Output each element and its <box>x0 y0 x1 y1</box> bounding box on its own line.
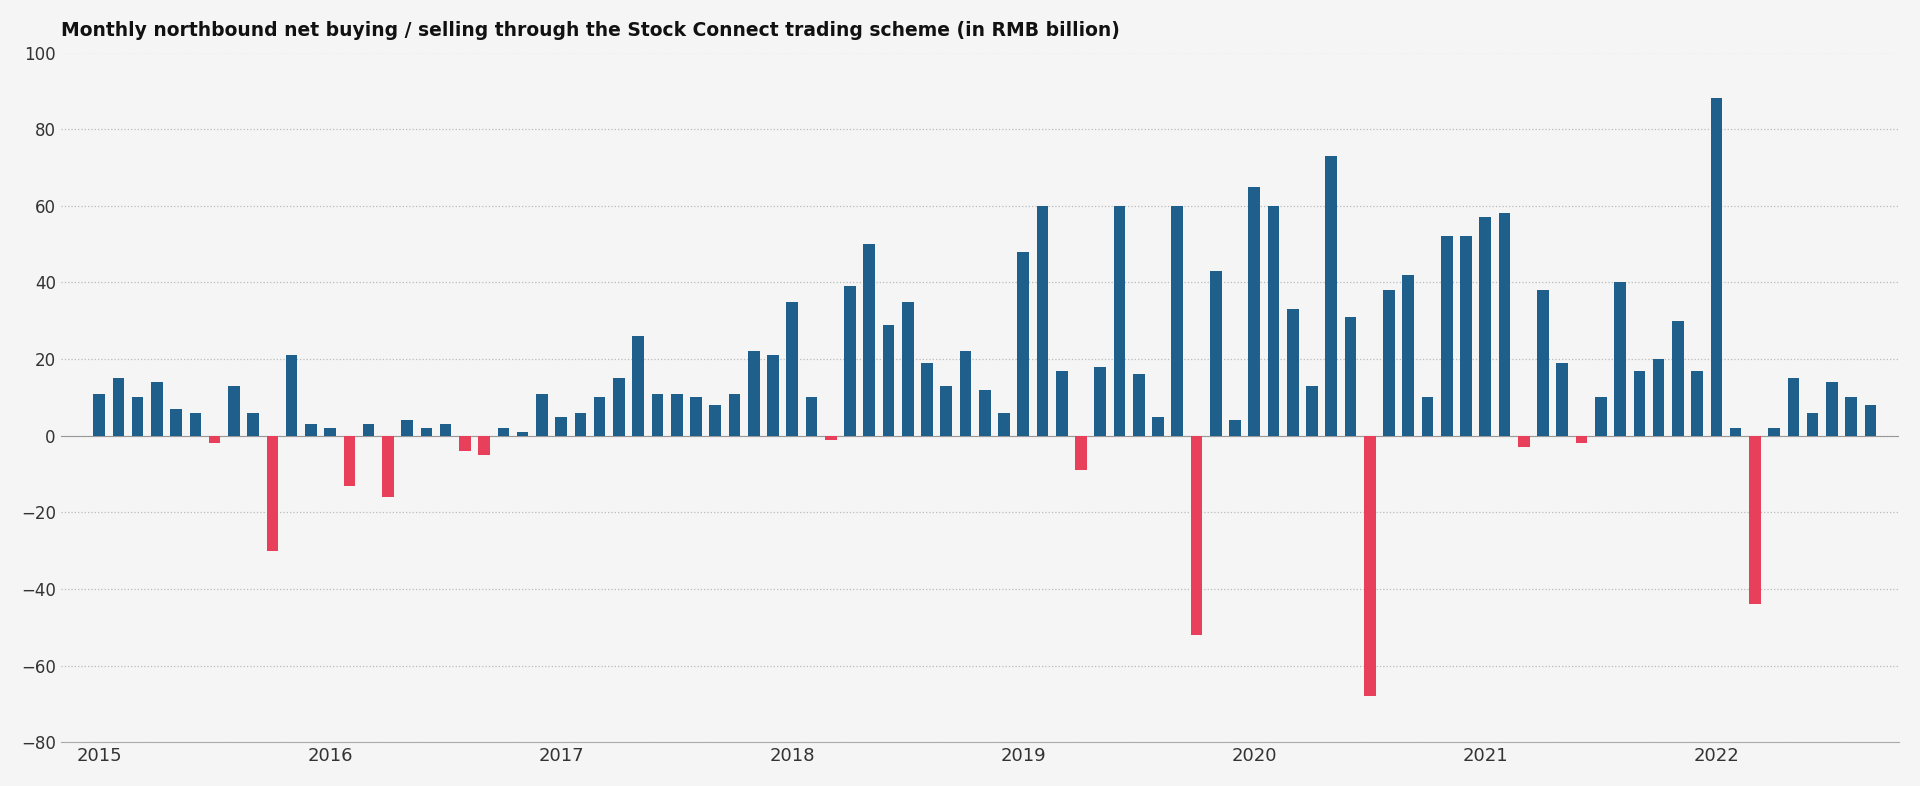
Bar <box>1018 252 1029 435</box>
Bar <box>1864 405 1876 435</box>
Bar <box>1557 363 1569 435</box>
Bar <box>382 435 394 497</box>
Bar <box>497 428 509 435</box>
Bar <box>689 398 701 435</box>
Bar <box>730 394 741 435</box>
Bar <box>1672 321 1684 435</box>
Bar <box>902 302 914 435</box>
Bar <box>420 428 432 435</box>
Bar <box>1363 435 1375 696</box>
Bar <box>94 394 106 435</box>
Bar <box>1382 290 1394 435</box>
Bar <box>555 417 566 435</box>
Bar <box>593 398 605 435</box>
Bar <box>1711 98 1722 435</box>
Bar <box>883 325 895 435</box>
Bar <box>363 424 374 435</box>
Bar <box>1692 370 1703 435</box>
Bar <box>864 244 876 435</box>
Bar <box>1075 435 1087 470</box>
Text: Monthly northbound net buying / selling through the Stock Connect trading scheme: Monthly northbound net buying / selling … <box>61 21 1119 40</box>
Bar <box>228 386 240 435</box>
Bar <box>1248 186 1260 435</box>
Bar <box>459 435 470 451</box>
Bar <box>1114 206 1125 435</box>
Bar <box>941 386 952 435</box>
Bar <box>1133 374 1144 435</box>
Bar <box>132 398 144 435</box>
Bar <box>1190 435 1202 635</box>
Bar <box>787 302 799 435</box>
Bar <box>1056 370 1068 435</box>
Bar <box>1519 435 1530 447</box>
Bar <box>401 421 413 435</box>
Bar <box>670 394 682 435</box>
Bar <box>1325 156 1336 435</box>
Bar <box>1267 206 1279 435</box>
Bar <box>305 424 317 435</box>
Bar <box>1402 275 1413 435</box>
Bar <box>440 424 451 435</box>
Bar <box>152 382 163 435</box>
Bar <box>209 435 221 443</box>
Bar <box>1442 237 1453 435</box>
Bar <box>1094 367 1106 435</box>
Bar <box>922 363 933 435</box>
Bar <box>1306 386 1317 435</box>
Bar <box>1421 398 1434 435</box>
Bar <box>324 428 336 435</box>
Bar <box>113 378 125 435</box>
Bar <box>1229 421 1240 435</box>
Bar <box>1768 428 1780 435</box>
Bar <box>1210 271 1221 435</box>
Bar <box>826 435 837 439</box>
Bar <box>1807 413 1818 435</box>
Bar <box>574 413 586 435</box>
Bar <box>1152 417 1164 435</box>
Bar <box>1596 398 1607 435</box>
Bar <box>286 355 298 435</box>
Bar <box>1826 382 1837 435</box>
Bar <box>478 435 490 455</box>
Bar <box>1615 282 1626 435</box>
Bar <box>979 390 991 435</box>
Bar <box>806 398 818 435</box>
Bar <box>1749 435 1761 604</box>
Bar <box>749 351 760 435</box>
Bar <box>1500 214 1511 435</box>
Bar <box>845 286 856 435</box>
Bar <box>998 413 1010 435</box>
Bar <box>632 336 643 435</box>
Bar <box>1171 206 1183 435</box>
Bar <box>1788 378 1799 435</box>
Bar <box>1286 309 1298 435</box>
Bar <box>710 405 722 435</box>
Bar <box>1730 428 1741 435</box>
Bar <box>190 413 202 435</box>
Bar <box>1653 359 1665 435</box>
Bar <box>344 435 355 486</box>
Bar <box>1538 290 1549 435</box>
Bar <box>651 394 662 435</box>
Bar <box>1480 217 1492 435</box>
Bar <box>612 378 624 435</box>
Bar <box>1344 317 1356 435</box>
Bar <box>516 432 528 435</box>
Bar <box>1634 370 1645 435</box>
Bar <box>1461 237 1473 435</box>
Bar <box>960 351 972 435</box>
Bar <box>1576 435 1588 443</box>
Bar <box>248 413 259 435</box>
Bar <box>1037 206 1048 435</box>
Bar <box>768 355 780 435</box>
Bar <box>267 435 278 551</box>
Bar <box>536 394 547 435</box>
Bar <box>1845 398 1857 435</box>
Bar <box>171 409 182 435</box>
